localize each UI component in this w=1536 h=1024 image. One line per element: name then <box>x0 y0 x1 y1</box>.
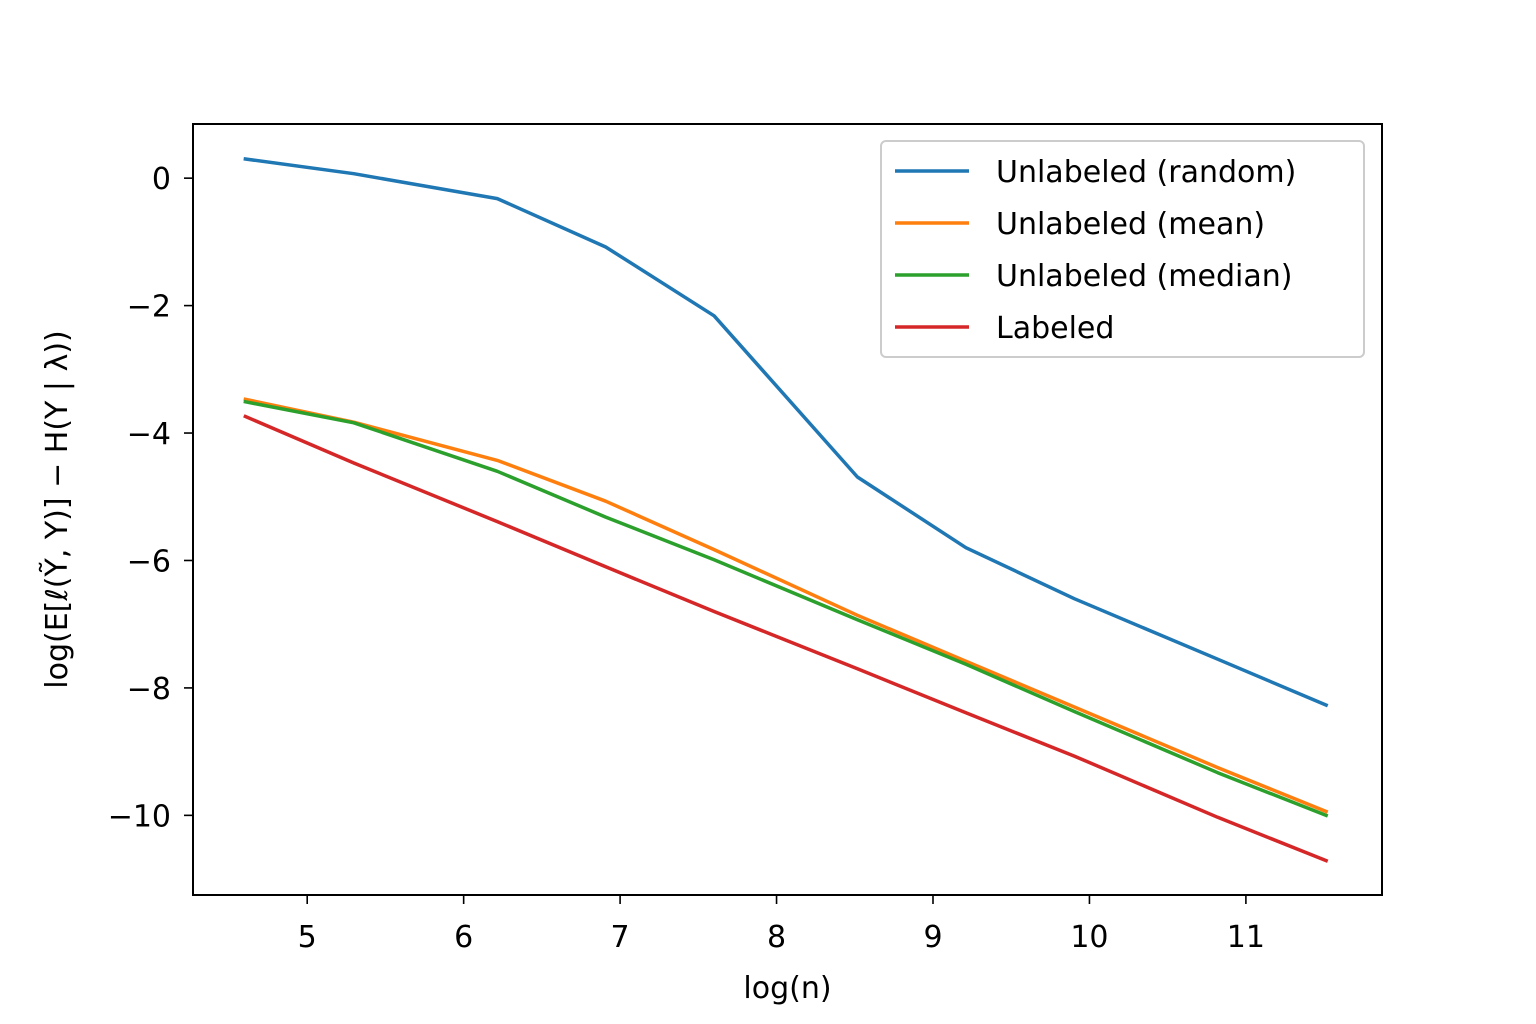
y-tick-label: −8 <box>127 672 171 707</box>
x-tick-label: 6 <box>454 920 473 955</box>
x-axis-ticks: 5 6 7 8 9 10 11 <box>298 895 1265 955</box>
x-tick-label: 8 <box>767 920 786 955</box>
legend-box <box>880 140 1365 358</box>
legend: Unlabeled (random) Unlabeled (mean) Unlabe… <box>880 140 1365 358</box>
plot-area-frame <box>192 123 1383 896</box>
x-tick-label: 7 <box>611 920 630 955</box>
y-tick-label: −2 <box>127 290 171 325</box>
legend-entry-label: Unlabeled (mean) <box>996 207 1265 242</box>
x-axis-label: log(n) <box>743 971 831 1006</box>
series-line-1 <box>243 397 1329 814</box>
legend-entry-label: Labeled <box>996 311 1114 346</box>
y-axis-label: log(E[ℓ(Ỹ, Y)] − H(Y | λ)) <box>39 330 75 688</box>
y-tick-label: −4 <box>127 417 171 452</box>
x-tick-label: 5 <box>298 920 317 955</box>
series-line-2 <box>243 399 1329 818</box>
y-tick-label: −6 <box>127 544 171 579</box>
y-tick-label: −10 <box>108 799 171 834</box>
x-tick-label: 10 <box>1070 920 1108 955</box>
y-tick-label: 0 <box>152 162 171 197</box>
legend-entry-label: Unlabeled (median) <box>996 259 1292 294</box>
legend-entry-label: Unlabeled (random) <box>996 155 1296 190</box>
series-line-0 <box>243 157 1329 708</box>
x-tick-label: 9 <box>923 920 942 955</box>
series-line-3 <box>243 414 1329 863</box>
x-tick-label: 11 <box>1227 920 1265 955</box>
y-axis-ticks: 0 −2 −4 −6 −8 −10 <box>108 162 193 834</box>
plot-lines <box>243 157 1329 863</box>
